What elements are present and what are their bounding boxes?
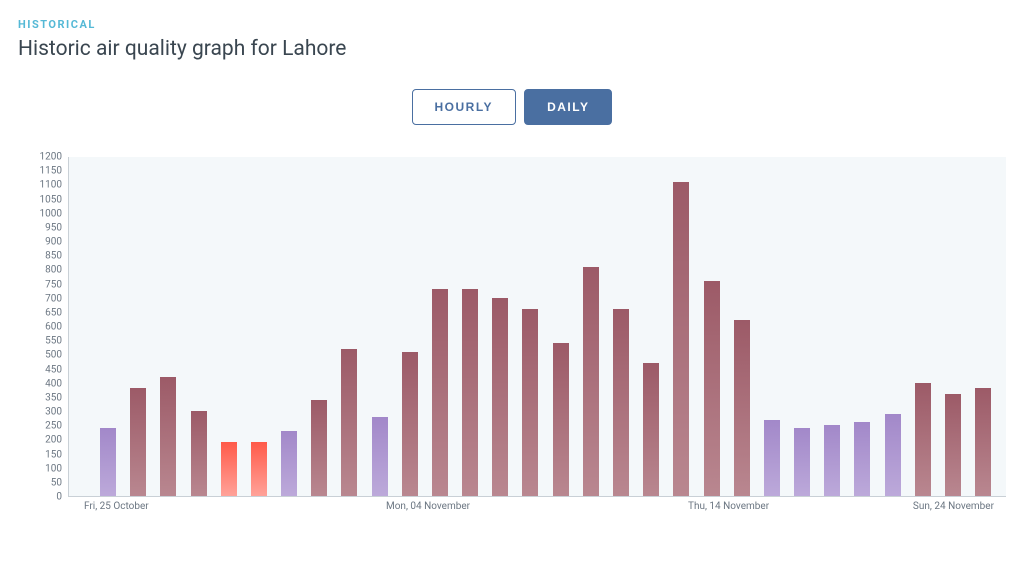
aqi-bar[interactable] (975, 388, 991, 496)
bar-slot (908, 157, 938, 496)
bar-slot (184, 157, 214, 496)
aqi-bar[interactable] (915, 383, 931, 496)
x-tick-label: Fri, 25 October (84, 501, 149, 512)
aqi-bar[interactable] (945, 394, 961, 496)
aqi-bar[interactable] (824, 425, 840, 496)
y-tick-label: 1200 (18, 152, 62, 163)
bar-slot (576, 157, 606, 496)
aqi-chart: 0 50 100 150 200 250 300 350 400 450 500 550 600 650 7… (18, 157, 1006, 517)
y-tick-label: 0 (18, 492, 62, 503)
y-tick-label: 1050 (18, 194, 62, 205)
tab-daily[interactable]: DAILY (524, 89, 612, 125)
y-tick-label: 550 (18, 336, 62, 347)
aqi-bar[interactable] (221, 442, 237, 496)
aqi-bar[interactable] (100, 428, 116, 496)
y-tick-label: 650 (18, 307, 62, 318)
y-tick-label: 1150 (18, 166, 62, 177)
aqi-bar[interactable] (191, 411, 207, 496)
y-tick-label: 200 (18, 435, 62, 446)
y-tick-label: 400 (18, 378, 62, 389)
section-eyebrow: HISTORICAL (18, 18, 1006, 31)
bar-slot (817, 157, 847, 496)
aqi-bar[interactable] (673, 182, 689, 497)
aqi-bar[interactable] (522, 309, 538, 496)
bar-slot (123, 157, 153, 496)
y-tick-label: 500 (18, 350, 62, 361)
bar-slot (847, 157, 877, 496)
bar-slot (334, 157, 364, 496)
bar-slot (274, 157, 304, 496)
bar-slot (365, 157, 395, 496)
y-tick-label: 50 (18, 477, 62, 488)
bar-slot (757, 157, 787, 496)
bar-slot (485, 157, 515, 496)
y-tick-label: 950 (18, 222, 62, 233)
bars-container (69, 157, 1006, 496)
aqi-bar[interactable] (130, 388, 146, 496)
y-tick-label: 800 (18, 265, 62, 276)
aqi-bar[interactable] (583, 267, 599, 497)
plot-area (68, 157, 1006, 497)
y-tick-label: 150 (18, 449, 62, 460)
y-tick-label: 700 (18, 293, 62, 304)
x-tick-label: Mon, 04 November (386, 501, 470, 512)
aqi-bar[interactable] (854, 422, 870, 496)
bar-slot (304, 157, 334, 496)
aqi-bar[interactable] (613, 309, 629, 496)
aqi-bar[interactable] (794, 428, 810, 496)
bar-slot (666, 157, 696, 496)
aqi-bar[interactable] (885, 414, 901, 496)
y-tick-label: 100 (18, 463, 62, 474)
bar-slot (153, 157, 183, 496)
bar-slot (787, 157, 817, 496)
bar-slot (214, 157, 244, 496)
y-tick-label: 300 (18, 407, 62, 418)
bar-slot (606, 157, 636, 496)
y-tick-label: 1000 (18, 208, 62, 219)
y-axis: 0501001502002503003504004505005506006507… (18, 157, 68, 497)
bar-slot (696, 157, 726, 496)
page-title: Historic air quality graph for Lahore (18, 37, 1006, 61)
aqi-bar[interactable] (432, 289, 448, 496)
bar-slot (425, 157, 455, 496)
x-tick-label: Sun, 24 November (913, 501, 994, 512)
aqi-bar[interactable] (734, 320, 750, 496)
bar-slot (877, 157, 907, 496)
bar-slot (727, 157, 757, 496)
aqi-bar[interactable] (462, 289, 478, 496)
aqi-bar[interactable] (643, 363, 659, 496)
aqi-bar[interactable] (311, 400, 327, 496)
y-tick-label: 900 (18, 237, 62, 248)
aqi-bar[interactable] (553, 343, 569, 496)
y-tick-label: 350 (18, 392, 62, 403)
bar-slot (93, 157, 123, 496)
y-tick-label: 250 (18, 421, 62, 432)
aqi-bar[interactable] (492, 298, 508, 496)
bar-slot (938, 157, 968, 496)
y-tick-label: 1100 (18, 180, 62, 191)
aqi-bar[interactable] (160, 377, 176, 496)
bar-slot (455, 157, 485, 496)
bar-slot (244, 157, 274, 496)
aqi-bar[interactable] (341, 349, 357, 496)
y-tick-label: 450 (18, 364, 62, 375)
aqi-bar[interactable] (281, 431, 297, 496)
aqi-bar[interactable] (372, 417, 388, 496)
bar-slot (968, 157, 998, 496)
y-tick-label: 850 (18, 251, 62, 262)
aqi-bar[interactable] (402, 352, 418, 497)
aqi-bar[interactable] (251, 442, 267, 496)
bar-slot (636, 157, 666, 496)
granularity-tabs: HOURLYDAILY (18, 89, 1006, 125)
aqi-bar[interactable] (764, 420, 780, 497)
bar-slot (546, 157, 576, 496)
tab-hourly[interactable]: HOURLY (412, 89, 517, 125)
x-tick-label: Thu, 14 November (688, 501, 769, 512)
aqi-bar[interactable] (704, 281, 720, 496)
bar-slot (515, 157, 545, 496)
bar-slot (395, 157, 425, 496)
y-tick-label: 750 (18, 279, 62, 290)
y-tick-label: 600 (18, 322, 62, 333)
x-axis: Fri, 25 October Mon, 04 November Thu, 14 N… (68, 501, 1006, 517)
